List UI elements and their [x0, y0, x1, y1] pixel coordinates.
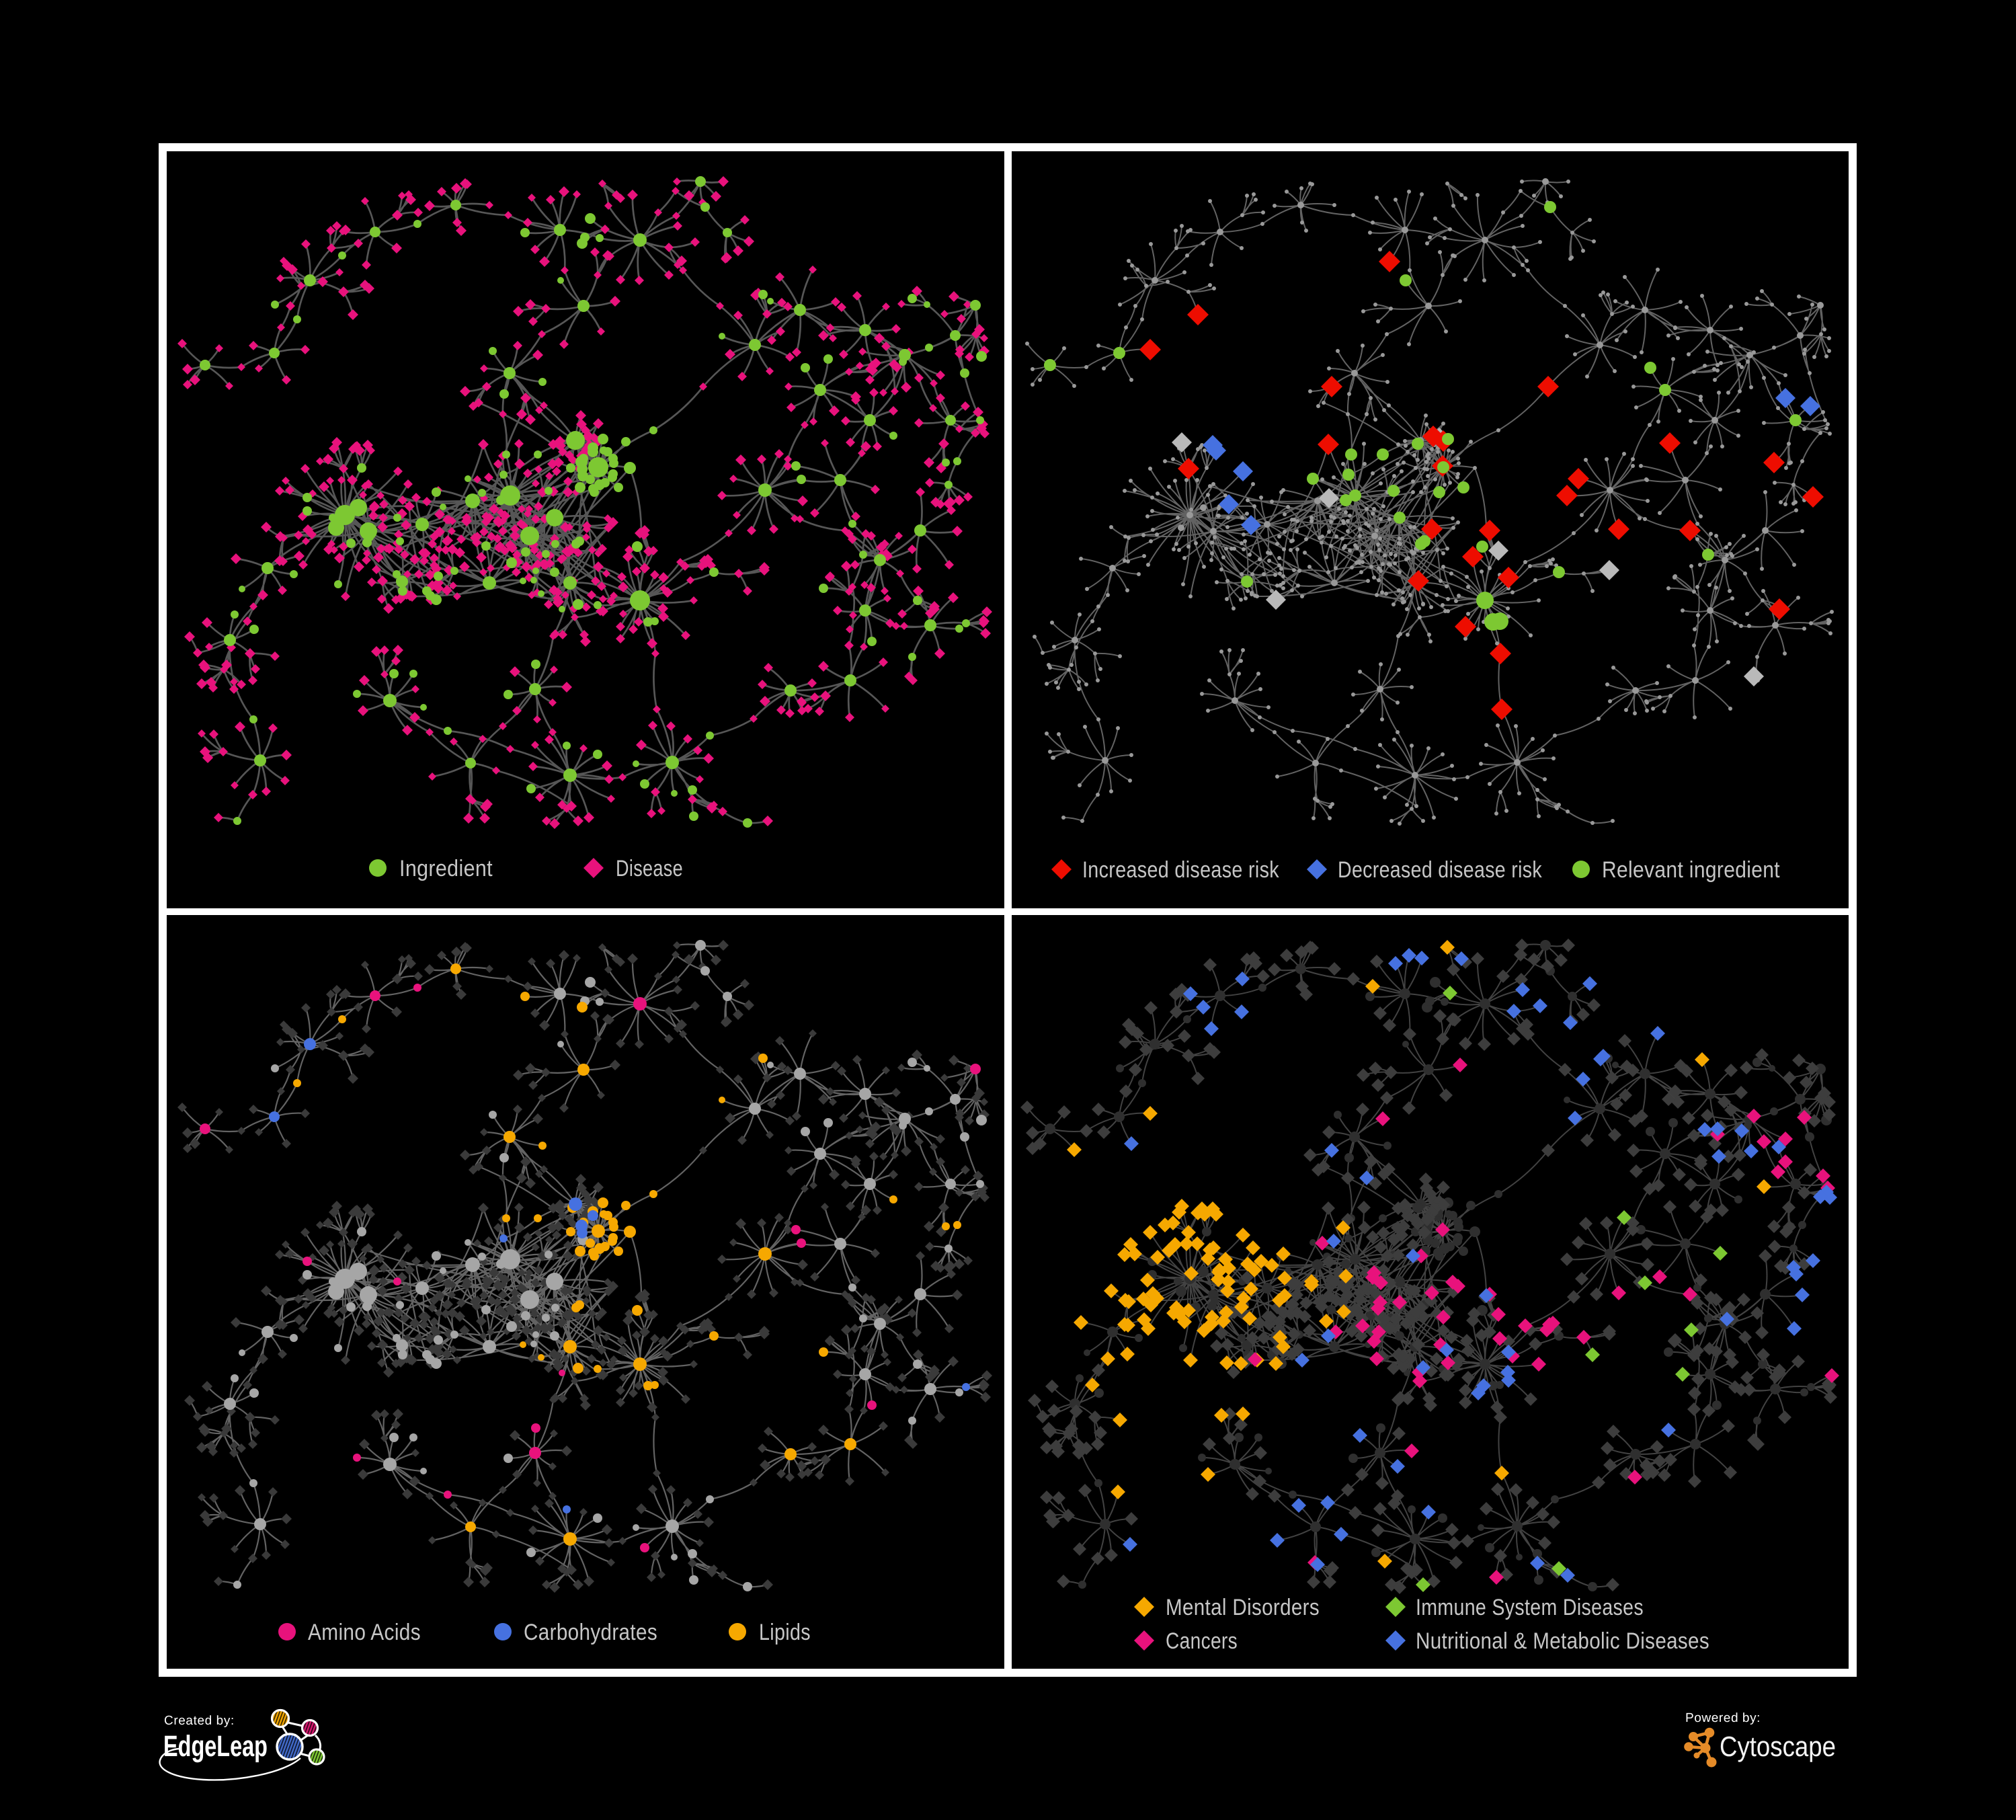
svg-text:Cytoscape: Cytoscape: [1720, 1731, 1836, 1762]
svg-text:Cancers: Cancers: [1166, 1628, 1238, 1654]
svg-text:Mental Disorders: Mental Disorders: [1166, 1595, 1320, 1620]
svg-text:Increased disease risk: Increased disease risk: [1082, 857, 1280, 883]
svg-text:Nutritional & Metabolic Diseas: Nutritional & Metabolic Diseases: [1416, 1628, 1709, 1654]
svg-text:EdgeLeap: EdgeLeap: [163, 1730, 268, 1763]
svg-text:Ingredient: Ingredient: [399, 856, 493, 881]
svg-text:Powered by:: Powered by:: [1685, 1711, 1761, 1725]
svg-text:Immune System Diseases: Immune System Diseases: [1416, 1595, 1644, 1620]
svg-text:Lipids: Lipids: [759, 1620, 811, 1645]
svg-text:Relevant ingredient: Relevant ingredient: [1602, 857, 1780, 883]
svg-text:Disease: Disease: [616, 856, 683, 881]
svg-text:Amino Acids: Amino Acids: [308, 1620, 421, 1645]
svg-text:Carbohydrates: Carbohydrates: [524, 1620, 657, 1645]
svg-text:Created by:: Created by:: [164, 1714, 235, 1728]
svg-text:Decreased disease risk: Decreased disease risk: [1338, 857, 1542, 883]
